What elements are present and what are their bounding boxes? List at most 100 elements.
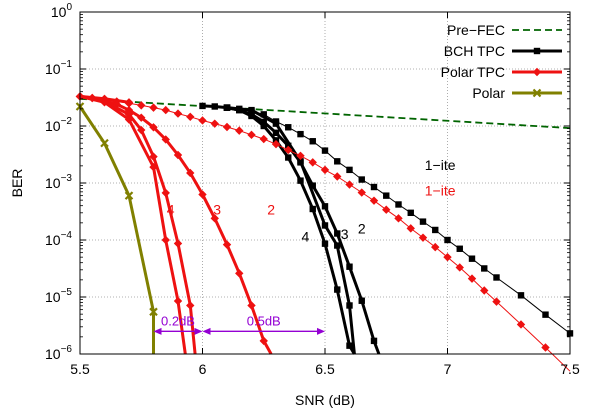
- data-point: [285, 124, 292, 131]
- data-point: [124, 110, 134, 119]
- data-point: [309, 205, 316, 213]
- data-point: [173, 239, 183, 248]
- data-point: [395, 201, 402, 208]
- data-point: [173, 150, 183, 160]
- y-tick-label: 10−3: [45, 173, 72, 191]
- data-point: [161, 188, 170, 198]
- data-point: [516, 320, 526, 329]
- data-point: [271, 139, 281, 149]
- data-point: [260, 118, 267, 126]
- gap-arrow-right: [317, 327, 325, 335]
- series-group: [75, 102, 158, 354]
- legend-marker: [532, 88, 542, 98]
- data-point: [346, 263, 353, 270]
- y-tick-label: 10−6: [45, 344, 72, 362]
- data-point: [346, 166, 353, 174]
- data-point: [334, 158, 341, 165]
- legend: Pre−FEC BCH TPC Polar TPC Polar: [441, 22, 562, 101]
- gap-arrow-right: [194, 327, 203, 335]
- data-point: [541, 343, 550, 352]
- data-point: [481, 265, 488, 272]
- data-point: [334, 242, 341, 249]
- data-point: [358, 176, 365, 183]
- data-point: [357, 188, 366, 197]
- data-point: [100, 98, 109, 107]
- data-point: [124, 191, 134, 200]
- data-point: [173, 109, 183, 118]
- y-tick-label: 10−1: [45, 59, 72, 77]
- data-point: [370, 337, 378, 345]
- y-tick-label: 10−5: [45, 287, 72, 305]
- data-point: [137, 125, 146, 135]
- x-tick-label: 6.5: [315, 361, 335, 377]
- data-point: [222, 240, 232, 249]
- curve-annotation: 4: [302, 228, 310, 244]
- data-point: [346, 302, 353, 309]
- data-point: [210, 119, 219, 128]
- x-tick-label: 5.5: [70, 361, 90, 377]
- data-point: [259, 134, 268, 144]
- data-point: [272, 120, 280, 127]
- data-point: [198, 116, 207, 125]
- data-point: [112, 100, 121, 109]
- data-point: [186, 301, 195, 310]
- data-point: [321, 203, 329, 210]
- axes: 5.5 6 6.5 7 7.5 100 10−1 10−2 10−3 10−4 10−5 10−6: [45, 2, 580, 377]
- data-point: [247, 301, 256, 310]
- gap-label: 0.5dB: [247, 313, 281, 328]
- legend-entry: Pre−FEC: [447, 22, 562, 38]
- gap-arrow-left: [153, 327, 162, 335]
- series-group: [79, 97, 571, 129]
- data-point: [321, 240, 329, 247]
- data-point: [370, 183, 378, 191]
- legend-entry: Polar: [472, 85, 562, 101]
- data-point: [149, 103, 158, 112]
- data-point: [418, 233, 428, 242]
- legend-marker: [533, 47, 541, 55]
- legend-marker: [532, 67, 542, 77]
- data-point: [161, 105, 170, 115]
- data-point: [542, 311, 549, 318]
- data-point: [222, 122, 232, 132]
- data-point: [407, 209, 414, 217]
- legend-label: Polar: [472, 85, 505, 101]
- data-point: [320, 165, 330, 175]
- data-point: [296, 151, 305, 161]
- data-point: [260, 122, 267, 130]
- data-point: [149, 162, 158, 172]
- data-point: [309, 138, 316, 145]
- x-tick-label: 7: [444, 361, 452, 377]
- data-point: [517, 292, 525, 299]
- data-point: [259, 336, 268, 346]
- data-point: [186, 112, 195, 122]
- data-point: [321, 147, 329, 154]
- data-point: [210, 214, 219, 223]
- curve-annotation: 3: [213, 202, 221, 218]
- data-point: [161, 235, 170, 245]
- series-group: [223, 104, 574, 337]
- x-tick-label: 6: [199, 361, 207, 377]
- data-point: [137, 113, 146, 122]
- data-point: [432, 226, 439, 234]
- x-tick-label: 7.5: [560, 361, 580, 377]
- x-axis-label: SNR (dB): [295, 392, 355, 408]
- data-point: [493, 274, 500, 281]
- data-point: [297, 177, 304, 184]
- data-point: [149, 307, 158, 317]
- data-point: [309, 182, 316, 189]
- data-point: [455, 263, 464, 272]
- data-point: [346, 342, 353, 349]
- data-point: [383, 192, 390, 199]
- data-point: [198, 190, 207, 199]
- legend-label: Polar TPC: [441, 64, 505, 80]
- data-point: [480, 286, 489, 295]
- gap-arrow-left: [202, 327, 211, 335]
- curve-annotation: 1−ite: [425, 183, 456, 199]
- legend-label: BCH TPC: [444, 43, 505, 59]
- curve-annotation: 2: [358, 221, 366, 237]
- data-point: [149, 152, 158, 161]
- data-point: [297, 130, 304, 138]
- data-point: [321, 222, 329, 229]
- data-point: [358, 297, 365, 304]
